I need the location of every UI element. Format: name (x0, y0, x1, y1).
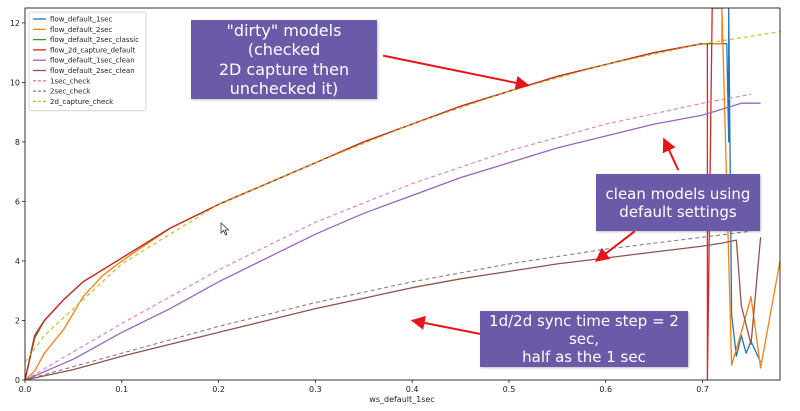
callout-clean-models: clean models using default settings (596, 174, 760, 231)
series-line-2sec-check (25, 230, 752, 380)
series-line-1sec-check (25, 93, 752, 380)
x-tick-label: 0.1 (115, 385, 128, 394)
mouse-cursor-icon (220, 222, 230, 236)
x-tick-label: 0.2 (212, 385, 225, 394)
y-tick-label: 4 (15, 257, 20, 266)
y-tick-label: 0 (15, 376, 20, 385)
annotation-arrow (662, 137, 680, 171)
plot-area-frame (24, 7, 781, 381)
series-line-2d-capture-check (25, 31, 780, 363)
annotation-arrow (594, 230, 636, 262)
callout-sync-time-step-text: 1d/2d sync time step = 2 sec, half as th… (489, 312, 679, 366)
y-tick-label: 12 (10, 19, 20, 28)
y-tick-label: 10 (10, 78, 20, 87)
legend-entry-label: flow_2d_capture_default (50, 46, 135, 54)
series-line-flow-default-2sec-clean (25, 237, 762, 380)
callout-dirty-models: "dirty" models (checked 2D capture then … (191, 20, 377, 99)
legend-frame (28, 11, 147, 112)
annotation-arrows (382, 54, 680, 335)
legend-entry-label: flow_default_2sec (50, 26, 112, 34)
legend-entry-label: 2sec_check (50, 88, 91, 96)
series-layer (25, 8, 780, 380)
y-axis: 0 2 4 6 8 10 12 (10, 19, 25, 385)
x-tick-label: 0.3 (309, 385, 322, 394)
legend-entry-label: flow_default_2sec_clean (50, 67, 135, 75)
callout-sync-time-step: 1d/2d sync time step = 2 sec, half as th… (480, 311, 688, 367)
legend-entry-label: flow_default_1sec_clean (50, 57, 135, 65)
series-line-flow-2d-capture-default (25, 8, 722, 380)
x-tick-label: 0.6 (599, 385, 612, 394)
legend-entry-label: flow_default_1sec (50, 16, 112, 24)
y-tick-label: 6 (15, 197, 20, 206)
x-tick-label: 0.5 (503, 385, 516, 394)
legend-entry-label: 1sec_check (50, 77, 91, 85)
callout-dirty-models-text: "dirty" models (checked 2D capture then … (218, 21, 350, 98)
annotation-arrow (382, 54, 530, 90)
x-tick-label: 0.7 (696, 385, 709, 394)
y-tick-label: 8 (15, 138, 20, 147)
x-axis: 0.0 0.1 0.2 0.3 0.4 0.5 0.6 0.7 (19, 380, 709, 394)
callout-clean-models-text: clean models using default settings (605, 184, 751, 221)
x-axis-label: ws_default_1sec (369, 395, 434, 404)
legend-entry-label: 2d_capture_check (50, 98, 114, 106)
annotation-arrow (410, 316, 481, 335)
series-line-flow-default-1sec-clean (25, 102, 761, 380)
x-tick-label: 0.4 (406, 385, 419, 394)
legend: flow_default_1sec flow_default_2sec flow_d… (28, 11, 147, 112)
y-tick-label: 2 (15, 316, 20, 325)
x-tick-label: 0.0 (19, 385, 32, 394)
legend-entry-label: flow_default_2sec_classic (50, 36, 139, 44)
